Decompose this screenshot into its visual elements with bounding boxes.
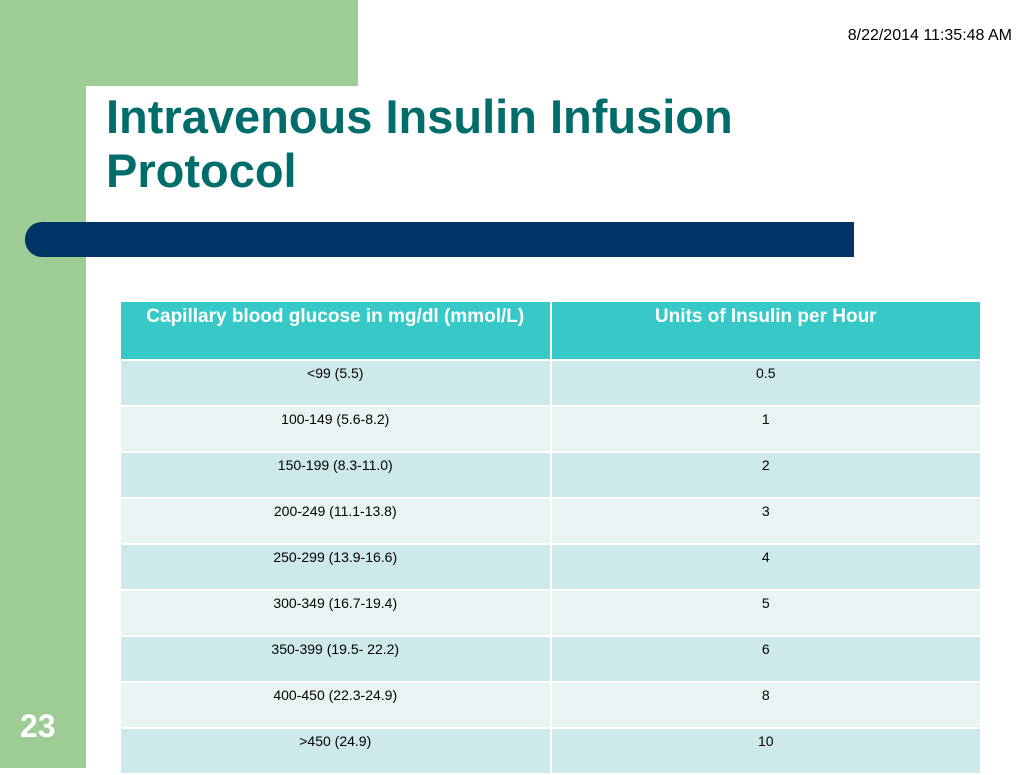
table-row: 150-199 (8.3-11.0) 2 xyxy=(119,451,982,499)
table-row: <99 (5.5) 0.5 xyxy=(119,359,982,407)
slide-timestamp: 8/22/2014 11:35:48 AM xyxy=(847,27,1012,44)
slide-number: 23 xyxy=(20,708,56,744)
left-decor-band xyxy=(0,0,86,768)
insulin-units-cell: 3 xyxy=(549,497,982,545)
insulin-units-cell: 10 xyxy=(549,727,982,775)
table-row: >450 (24.9) 10 xyxy=(119,727,982,775)
glucose-range-cell: 350-399 (19.5- 22.2) xyxy=(119,635,552,683)
header-glucose: Capillary blood glucose in mg/dl (mmol/L… xyxy=(119,300,552,361)
glucose-range-cell: 100-149 (5.6-8.2) xyxy=(119,405,552,453)
glucose-range-cell: <99 (5.5) xyxy=(119,359,552,407)
insulin-units-cell: 0.5 xyxy=(549,359,982,407)
glucose-range-cell: 200-249 (11.1-13.8) xyxy=(119,497,552,545)
title-underline-bar xyxy=(25,222,854,257)
insulin-units-cell: 4 xyxy=(549,543,982,591)
insulin-units-cell: 6 xyxy=(549,635,982,683)
insulin-units-cell: 5 xyxy=(549,589,982,637)
table-row: 100-149 (5.6-8.2) 1 xyxy=(119,405,982,453)
top-decor-band xyxy=(0,0,358,86)
slide-title: Intravenous Insulin Infusion Protocol xyxy=(106,90,733,197)
insulin-protocol-table: Capillary blood glucose in mg/dl (mmol/L… xyxy=(119,300,982,775)
glucose-range-cell: 300-349 (16.7-19.4) xyxy=(119,589,552,637)
table-row: 350-399 (19.5- 22.2) 6 xyxy=(119,635,982,683)
glucose-range-cell: 400-450 (22.3-24.9) xyxy=(119,681,552,729)
header-insulin-units: Units of Insulin per Hour xyxy=(549,300,982,361)
glucose-range-cell: 250-299 (13.9-16.6) xyxy=(119,543,552,591)
insulin-units-cell: 8 xyxy=(549,681,982,729)
table-row: 250-299 (13.9-16.6) 4 xyxy=(119,543,982,591)
table-row: 300-349 (16.7-19.4) 5 xyxy=(119,589,982,637)
table-header-row: Capillary blood glucose in mg/dl (mmol/L… xyxy=(119,300,982,361)
glucose-range-cell: >450 (24.9) xyxy=(119,727,552,775)
table-row: 200-249 (11.1-13.8) 3 xyxy=(119,497,982,545)
insulin-units-cell: 1 xyxy=(549,405,982,453)
table-row: 400-450 (22.3-24.9) 8 xyxy=(119,681,982,729)
insulin-units-cell: 2 xyxy=(549,451,982,499)
glucose-range-cell: 150-199 (8.3-11.0) xyxy=(119,451,552,499)
